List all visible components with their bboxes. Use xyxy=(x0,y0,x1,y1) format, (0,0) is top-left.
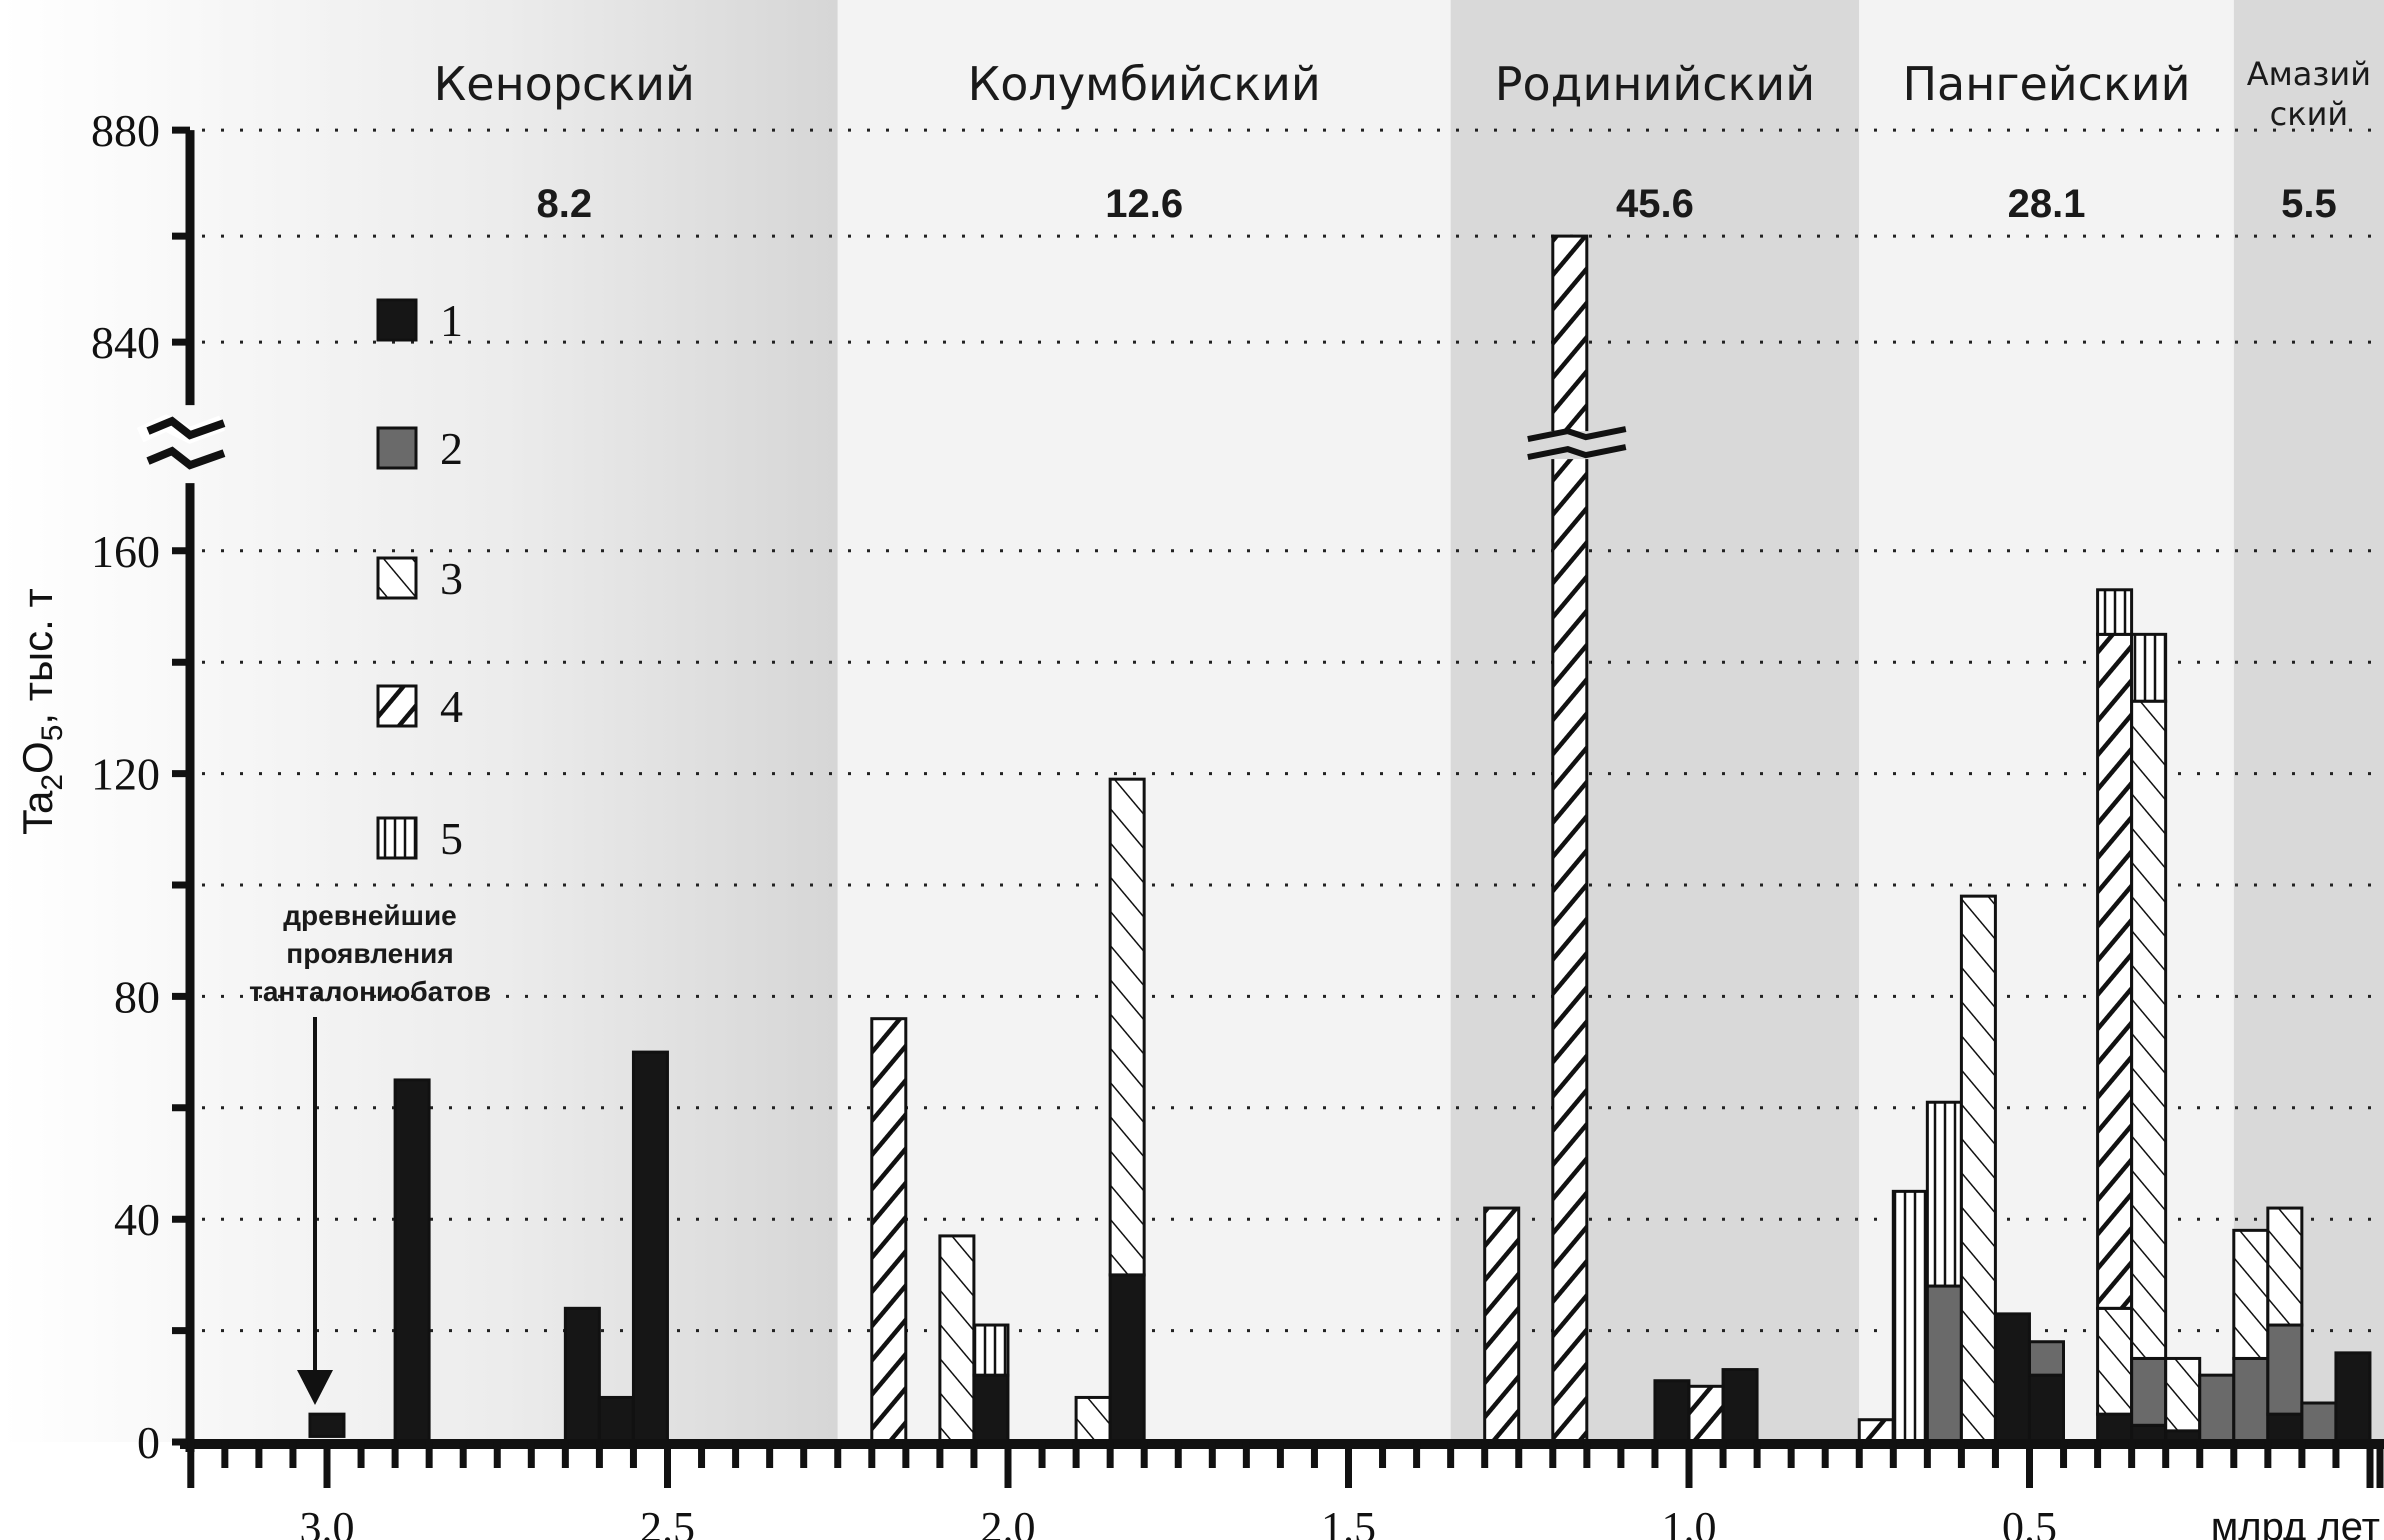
cycle-band xyxy=(2233,0,2384,1442)
bar-break-mark xyxy=(1527,426,1627,443)
annotation: древнейшие проявления танталониобатов xyxy=(249,900,491,1405)
cycle-total: 12.6 xyxy=(1105,182,1183,226)
bar-segment-type-3 xyxy=(2096,1306,2134,1416)
bar-segment-type-1 xyxy=(597,1395,635,1444)
cycle-total: 5.5 xyxy=(2281,182,2337,226)
legend-label-5: 5 xyxy=(440,813,463,864)
bar-segment-type-2 xyxy=(1925,1284,1963,1444)
cycle-total: 8.2 xyxy=(536,182,592,226)
bar-segment-type-3 xyxy=(1108,777,1146,1277)
y-tick-label: 880 xyxy=(91,105,160,156)
bar-segment-type-1 xyxy=(2028,1373,2065,1444)
bar-segment-type-3 xyxy=(2232,1228,2270,1360)
y-tick-label: 40 xyxy=(114,1194,160,1245)
y-tick-label: 120 xyxy=(91,749,160,800)
bar-segment-type-3 xyxy=(2266,1206,2304,1327)
x-tick-label: 1.0 xyxy=(1662,1503,1717,1540)
legend-swatch-1 xyxy=(376,298,418,342)
bar-segment-type-4 xyxy=(1483,1206,1521,1444)
cycle-title: Колумбийский xyxy=(968,57,1321,111)
x-tick-label: 2.0 xyxy=(981,1503,1036,1540)
bar-segment-type-3 xyxy=(2164,1356,2202,1433)
annotation-text: древнейшие xyxy=(283,900,456,931)
bar-segment-type-1 xyxy=(1653,1379,1691,1444)
bar-segment-type-5 xyxy=(2096,588,2134,636)
legend-swatch-3 xyxy=(376,556,418,600)
bar-segment-type-3 xyxy=(1959,894,1997,1444)
legend-label-4: 4 xyxy=(440,681,463,732)
bar-segment-type-2 xyxy=(2130,1356,2168,1427)
bar-segment-type-1 xyxy=(631,1050,669,1444)
legend: 1 2 3 4 5 xyxy=(376,295,463,864)
bar-segment-type-1 xyxy=(972,1373,1010,1444)
bar-segment-type-5 xyxy=(1891,1189,1929,1444)
y-tick-label: 840 xyxy=(91,317,160,368)
cycle-bands xyxy=(0,0,2384,1442)
bar-segment-type-2 xyxy=(2028,1340,2065,1377)
y-axis-break-mark xyxy=(146,446,226,470)
legend-swatch-2 xyxy=(376,426,418,470)
cycle-title: ский xyxy=(2270,95,2349,133)
cycle-total: 28.1 xyxy=(2008,182,2086,226)
bar-segment-type-1 xyxy=(1108,1273,1146,1444)
cycle-title: Пангейский xyxy=(1902,57,2190,111)
y-axis-label: Ta2O5, тыс. т xyxy=(14,588,69,835)
cycle-titles: Кенорский 8.2 Колумбийский 12.6 Родинийский 4… xyxy=(434,55,2371,226)
annotation-arrow-head xyxy=(297,1370,333,1405)
bar-segment-type-1 xyxy=(1993,1312,2031,1444)
bar-segment-type-1 xyxy=(2096,1412,2134,1444)
bar-segment-type-2 xyxy=(2232,1356,2270,1444)
bar-segment-type-1 xyxy=(1721,1368,1759,1444)
bar-break-mark xyxy=(1527,444,1627,461)
x-axis-label: млрд лет xyxy=(2211,1505,2380,1540)
x-tick-label: 1.5 xyxy=(1321,1503,1376,1540)
x-tick-label: 0.5 xyxy=(2002,1503,2057,1540)
legend-swatch-4 xyxy=(376,684,418,728)
bar-segment-type-1 xyxy=(393,1078,431,1444)
annotation-text: проявления xyxy=(286,938,453,969)
legend-label-1: 1 xyxy=(440,295,463,346)
bar-segment-type-5 xyxy=(1925,1100,1963,1288)
bar-segment-type-4 xyxy=(2096,632,2134,1310)
annotation-text: танталониобатов xyxy=(249,976,491,1007)
axes: 0 40 80 120 160 840 880 3.0 2.5 2.0 1.5 1.0 0.5 млрд … xyxy=(14,105,2384,1540)
bar-segment-type-1 xyxy=(308,1412,346,1438)
x-tick-label: 2.5 xyxy=(640,1503,695,1540)
bar-segment-type-3 xyxy=(2130,699,2168,1360)
bar-segment-type-1 xyxy=(2334,1351,2372,1444)
x-tick-label: 3.0 xyxy=(300,1503,355,1540)
bar-segment-type-5 xyxy=(2130,632,2168,703)
bar-segment-type-4 xyxy=(1687,1384,1725,1444)
bar-segment-type-2 xyxy=(2300,1401,2338,1444)
legend-swatch-5 xyxy=(376,816,418,860)
bar-segment-type-3 xyxy=(1074,1395,1112,1444)
bar-segment-type-2 xyxy=(2266,1323,2304,1416)
cycle-total: 45.6 xyxy=(1616,182,1694,226)
y-axis-break-mark xyxy=(146,416,226,440)
cycle-title: Родинийский xyxy=(1495,57,1815,111)
bar-segment-type-4 xyxy=(870,1017,908,1444)
bar-segment-type-4 xyxy=(1551,234,1589,1444)
bar-segment-type-5 xyxy=(972,1323,1010,1377)
legend-label-2: 2 xyxy=(440,423,463,474)
cycle-title: Кенорский xyxy=(434,57,695,111)
y-tick-label: 160 xyxy=(91,526,160,577)
y-tick-label: 0 xyxy=(137,1417,160,1468)
bar-segment-type-2 xyxy=(2198,1373,2236,1444)
bar-segment-type-1 xyxy=(2266,1412,2304,1444)
y-tick-label: 80 xyxy=(114,971,160,1022)
cycle-band xyxy=(1450,0,1860,1442)
bar-segment-type-3 xyxy=(938,1234,976,1444)
bar-segment-type-4 xyxy=(1857,1418,1895,1444)
cycle-title: Амазий xyxy=(2247,55,2371,93)
legend-label-3: 3 xyxy=(440,553,463,604)
bar-segment-type-1 xyxy=(563,1306,601,1444)
